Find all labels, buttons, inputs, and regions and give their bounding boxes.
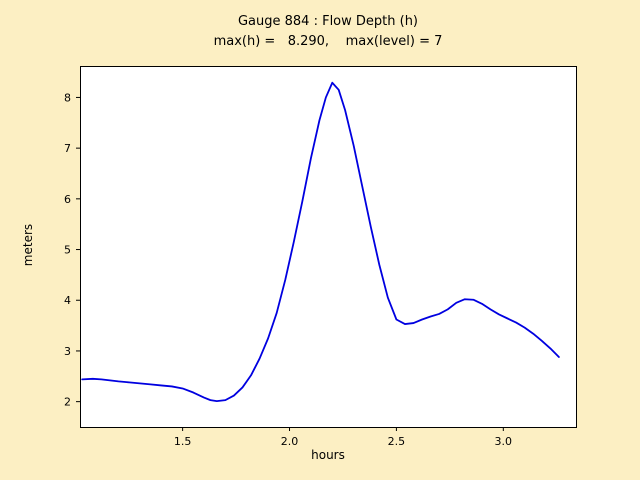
y-tick-label: 4	[64, 294, 71, 307]
x-tick-label: 1.5	[174, 435, 192, 448]
y-tick-label: 6	[64, 193, 71, 206]
y-axis-label: meters	[21, 223, 35, 267]
data-line	[81, 81, 560, 403]
chart-title-line2: max(h) = 8.290, max(level) = 7	[213, 34, 443, 49]
x-tick-label: 3.0	[495, 435, 513, 448]
x-tick-label: 2.5	[388, 435, 406, 448]
plot-area	[80, 66, 577, 428]
chart-title: Gauge 884 : Flow Depth (h) max(h) = 8.29…	[80, 12, 576, 52]
y-tick-label: 2	[64, 396, 71, 409]
chart-title-line1: Gauge 884 : Flow Depth (h)	[237, 14, 419, 29]
y-tick-label: 8	[64, 91, 71, 104]
y-tick-label: 5	[64, 244, 71, 257]
y-tick-label: 7	[64, 142, 71, 155]
y-tick-label: 3	[64, 345, 71, 358]
x-tick-label: 2.0	[281, 435, 299, 448]
x-axis-label: hours	[311, 448, 345, 462]
